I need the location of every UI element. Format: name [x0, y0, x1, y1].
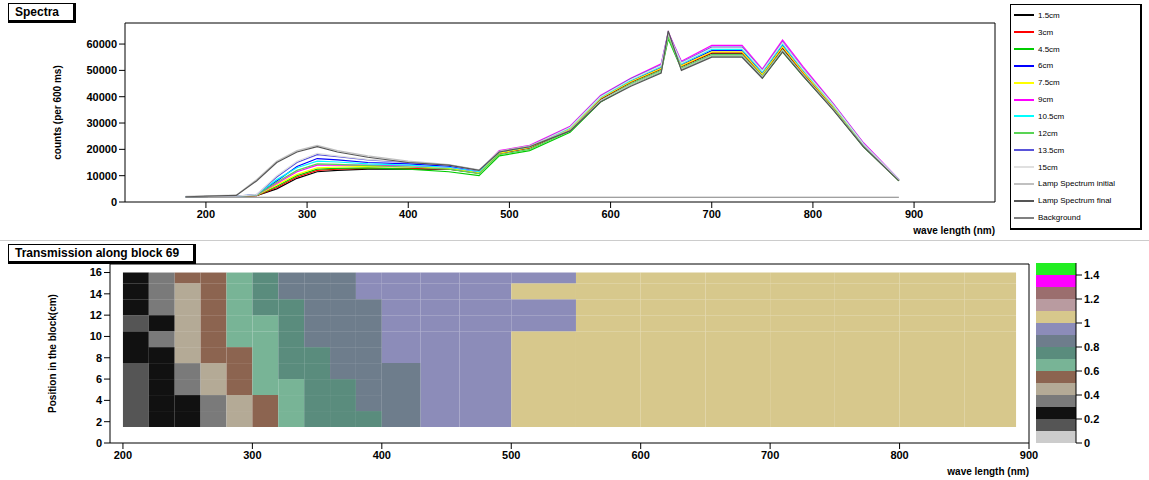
html-text:Spectra: Spectra: [15, 5, 59, 19]
svg-text:0.6: 0.6: [1084, 365, 1099, 377]
svg-text:Position in the block(cm): Position in the block(cm): [47, 294, 58, 413]
svg-text:40000: 40000: [86, 91, 117, 103]
svg-text:30000: 30000: [86, 117, 117, 129]
html-text:1.5cm: 1.5cm: [1038, 10, 1060, 20]
svg-text:4: 4: [96, 394, 103, 406]
svg-text:200: 200: [114, 449, 132, 461]
svg-text:1.4: 1.4: [1084, 269, 1100, 281]
svg-text:700: 700: [703, 208, 721, 220]
svg-text:800: 800: [890, 449, 908, 461]
svg-text:500: 500: [502, 449, 520, 461]
svg-text:500: 500: [500, 208, 518, 220]
svg-text:counts (per 600 ms): counts (per 600 ms): [52, 65, 63, 159]
html-text:Background: Background: [1038, 213, 1081, 222]
svg-text:0: 0: [111, 196, 117, 208]
svg-text:400: 400: [373, 449, 391, 461]
svg-text:1.2: 1.2: [1084, 293, 1099, 305]
svg-text:0: 0: [1084, 437, 1090, 449]
svg-text:1: 1: [1084, 317, 1090, 329]
html-text:Lamp Spectrum final: Lamp Spectrum final: [1038, 196, 1112, 206]
svg-text:50000: 50000: [86, 64, 117, 76]
svg-text:300: 300: [298, 208, 316, 220]
html-text:15cm: 15cm: [1038, 162, 1058, 172]
html-text:3cm: 3cm: [1038, 27, 1054, 37]
html-text:Lamp Spectrum initial: Lamp Spectrum initial: [1038, 179, 1115, 189]
svg-text:wave length (nm): wave length (nm): [912, 225, 995, 236]
svg-text:700: 700: [761, 449, 779, 461]
svg-text:0.2: 0.2: [1084, 413, 1099, 425]
html-text:13.5cm: 13.5cm: [1038, 145, 1065, 155]
svg-text:6: 6: [96, 373, 102, 385]
svg-text:800: 800: [804, 208, 822, 220]
svg-text:900: 900: [905, 208, 923, 220]
svg-text:12: 12: [90, 309, 102, 321]
html-text:4.5cm: 4.5cm: [1038, 44, 1060, 54]
svg-text:8: 8: [96, 352, 102, 364]
html-text:12cm: 12cm: [1038, 128, 1058, 138]
svg-text:400: 400: [399, 208, 417, 220]
html-text:7.5cm: 7.5cm: [1038, 78, 1060, 88]
svg-text:20000: 20000: [86, 143, 117, 155]
svg-text:600: 600: [632, 449, 650, 461]
html-text:Transmission along block 69: Transmission along block 69: [15, 246, 180, 260]
svg-text:10: 10: [90, 330, 102, 342]
svg-text:900: 900: [1020, 449, 1038, 461]
html-text:9cm: 9cm: [1038, 95, 1054, 105]
svg-text:16: 16: [90, 266, 102, 278]
svg-text:0.4: 0.4: [1084, 389, 1100, 401]
svg-text:14: 14: [90, 288, 103, 300]
svg-text:0: 0: [96, 437, 102, 449]
svg-text:60000: 60000: [86, 38, 117, 50]
svg-text:600: 600: [601, 208, 619, 220]
svg-text:0.8: 0.8: [1084, 341, 1099, 353]
svg-text:200: 200: [197, 208, 215, 220]
svg-text:10000: 10000: [86, 170, 117, 182]
html-text:6cm: 6cm: [1038, 61, 1054, 71]
svg-text:2: 2: [96, 416, 102, 428]
html-text:10.5cm: 10.5cm: [1038, 112, 1065, 121]
svg-text:wave length (nm): wave length (nm): [946, 466, 1029, 477]
svg-text:300: 300: [243, 449, 261, 461]
